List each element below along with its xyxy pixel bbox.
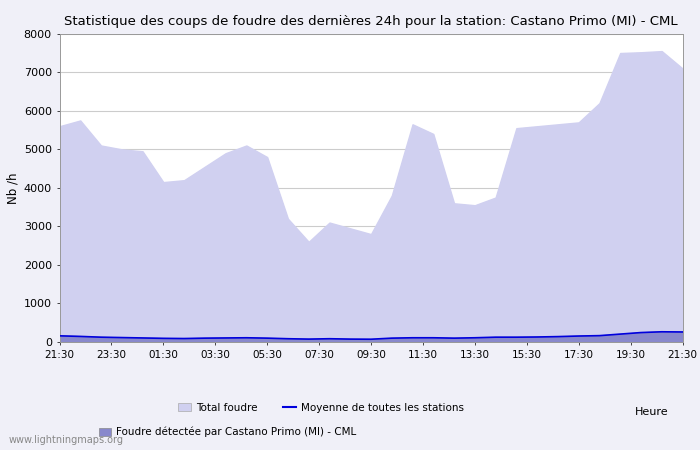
Y-axis label: Nb /h: Nb /h — [6, 172, 20, 203]
Text: Heure: Heure — [635, 407, 668, 417]
Text: www.lightningmaps.org: www.lightningmaps.org — [8, 435, 123, 445]
Title: Statistique des coups de foudre des dernières 24h pour la station: Castano Primo: Statistique des coups de foudre des dern… — [64, 15, 678, 28]
Legend: Foudre détectée par Castano Primo (MI) - CML: Foudre détectée par Castano Primo (MI) -… — [94, 423, 361, 441]
